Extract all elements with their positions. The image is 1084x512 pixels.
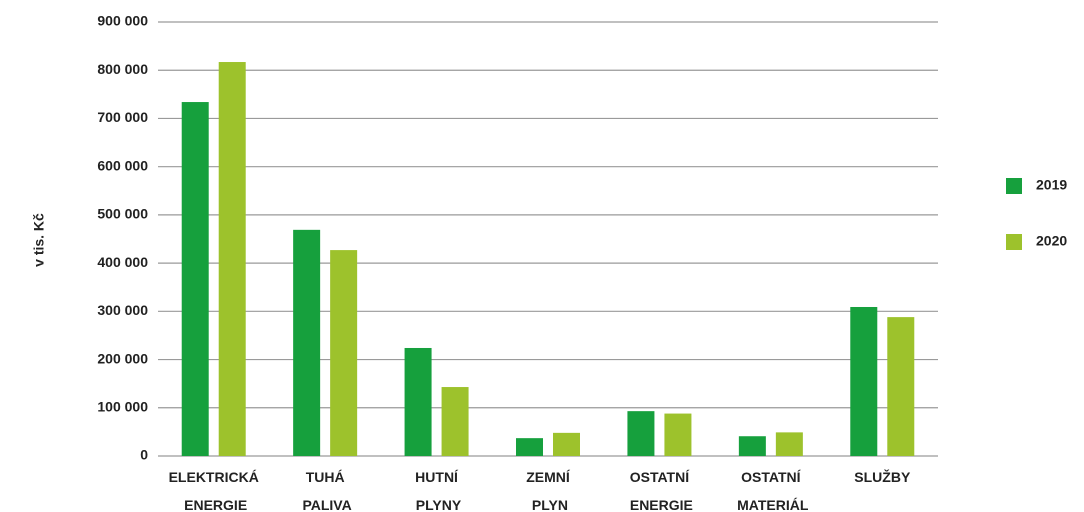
bar bbox=[516, 438, 543, 456]
x-tick-label: OSTATNÍ MATERIÁL bbox=[733, 469, 809, 512]
y-axis-label: v tis. Kč bbox=[31, 213, 47, 267]
bar bbox=[738, 436, 766, 456]
bar bbox=[441, 387, 469, 456]
y-tick-label: 600 000 bbox=[97, 157, 148, 173]
x-tick-label: ELEKTRICKÁ ENERGIE bbox=[169, 469, 259, 512]
x-tick-label: SLUŽBY bbox=[854, 468, 911, 485]
bar bbox=[850, 306, 878, 456]
x-tick-label: ZEMNÍ PLYN bbox=[526, 469, 571, 512]
bar bbox=[887, 317, 915, 456]
bar bbox=[293, 229, 321, 456]
legend-label: 2019 bbox=[1036, 177, 1067, 193]
bar bbox=[181, 102, 209, 456]
legend-label: 2020 bbox=[1036, 233, 1067, 249]
y-tick-label: 0 bbox=[140, 447, 148, 463]
bar bbox=[553, 432, 580, 456]
bar bbox=[404, 347, 432, 456]
y-tick-label: 500 000 bbox=[97, 206, 148, 222]
y-tick-label: 200 000 bbox=[97, 350, 148, 366]
x-tick-label: OSTATNÍ ENERGIE bbox=[626, 469, 693, 512]
y-tick-label: 300 000 bbox=[97, 302, 148, 318]
bar bbox=[218, 62, 246, 456]
legend-swatch bbox=[1006, 234, 1022, 250]
bar bbox=[775, 432, 803, 456]
bar bbox=[664, 413, 692, 456]
x-tick-label: TUHÁ PALIVA bbox=[299, 469, 352, 512]
legend-swatch bbox=[1006, 178, 1022, 194]
y-tick-label: 800 000 bbox=[97, 61, 148, 77]
bar bbox=[627, 411, 655, 456]
y-tick-label: 400 000 bbox=[97, 254, 148, 270]
x-tick-label: HUTNÍ PLYNY bbox=[412, 469, 462, 512]
y-tick-label: 100 000 bbox=[97, 398, 148, 414]
y-tick-label: 700 000 bbox=[97, 109, 148, 125]
bar bbox=[330, 250, 358, 456]
y-tick-label: 900 000 bbox=[97, 13, 148, 29]
